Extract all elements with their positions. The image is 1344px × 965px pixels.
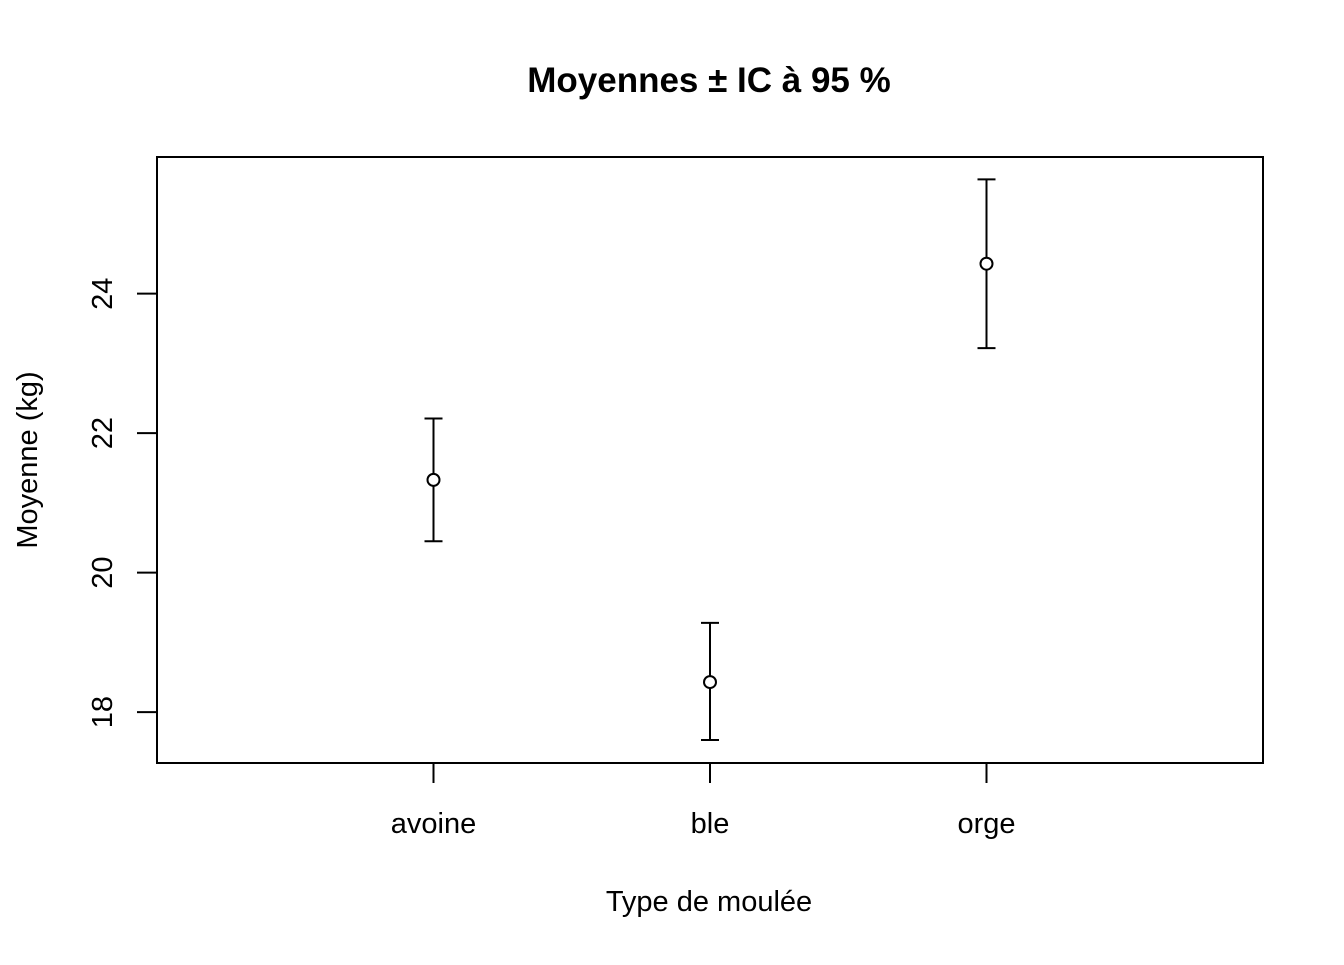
y-axis: 18 20 22 24 xyxy=(87,278,158,728)
y-axis-title: Moyenne (kg) xyxy=(12,371,44,548)
y-tick-label-18: 18 xyxy=(87,696,119,728)
x-tick-label-ble: ble xyxy=(691,808,730,840)
chart-title: Moyennes ± IC à 95 % xyxy=(527,61,891,100)
mean-point-ble xyxy=(703,675,717,690)
mean-point-orge xyxy=(979,256,994,271)
data-marks xyxy=(424,178,996,741)
x-tick-label-avoine: avoine xyxy=(391,808,476,840)
x-tick-label-orge: orge xyxy=(957,808,1015,840)
mean-point-avoine xyxy=(426,472,441,487)
x-axis: avoine ble orge xyxy=(391,763,1016,840)
x-axis-title: Type de moulée xyxy=(606,886,812,918)
y-tick-label-20: 20 xyxy=(87,556,119,588)
y-tick-label-22: 22 xyxy=(87,417,119,449)
y-tick-label-24: 24 xyxy=(87,278,119,310)
